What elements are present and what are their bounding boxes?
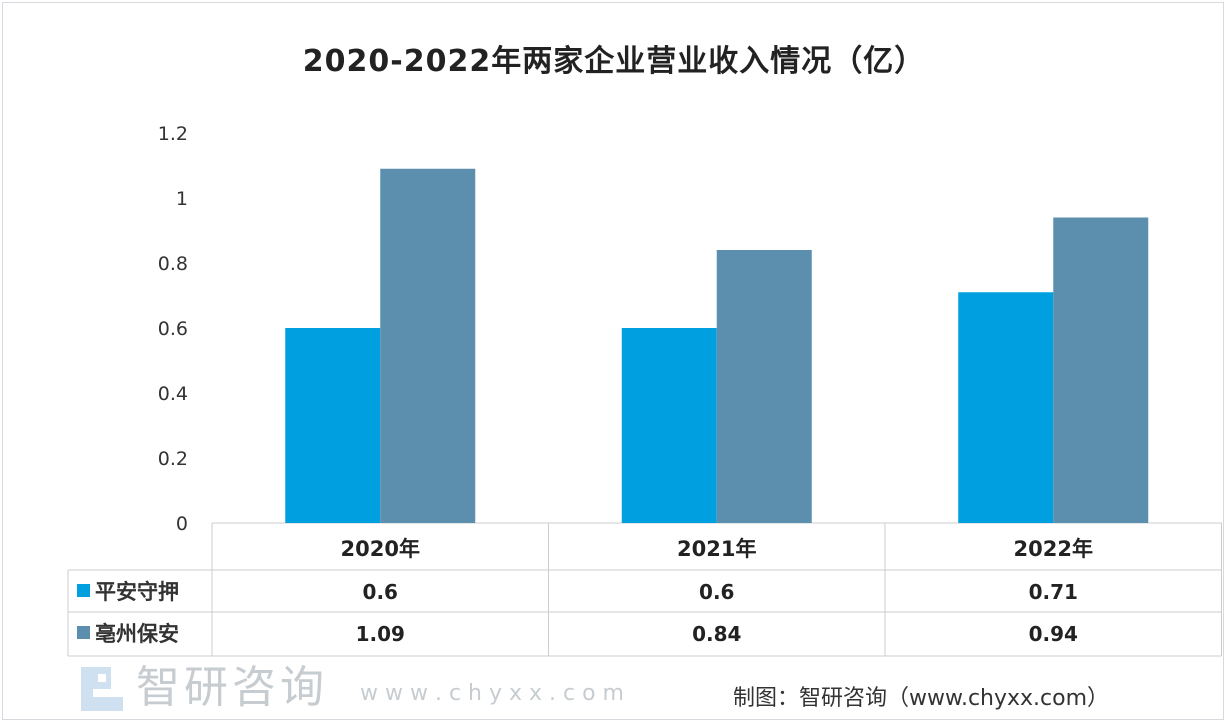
legend-swatch — [77, 584, 90, 597]
table-value: 0.6 — [363, 580, 398, 604]
watermark-name: 智研咨询 — [136, 662, 328, 713]
bar-1 — [958, 292, 1054, 523]
table-value: 0.6 — [699, 580, 734, 604]
y-tick-label: 1 — [176, 188, 188, 210]
y-tick-label: 0.8 — [158, 253, 188, 275]
chart-title: 2020-2022年两家企业营业收入情况（亿） — [302, 44, 926, 79]
x-category-label: 2022年 — [1014, 537, 1093, 561]
y-tick-label: 0.2 — [158, 448, 188, 470]
bar-2 — [1053, 217, 1149, 523]
bar-2 — [716, 250, 812, 523]
source-note: 制图：智研咨询（www.chyxx.com） — [733, 686, 1110, 711]
watermark-url: w w w . c h y x x . c o m — [360, 681, 624, 706]
table-value: 0.94 — [1029, 622, 1078, 646]
bar-2 — [380, 168, 476, 523]
legend-label: 平安守押 — [95, 580, 179, 604]
table-value: 0.71 — [1029, 580, 1078, 604]
x-category-label: 2021年 — [677, 537, 756, 561]
x-category-label: 2020年 — [341, 537, 420, 561]
legend-label: 亳州保安 — [95, 622, 179, 646]
table-value: 0.84 — [692, 622, 741, 646]
y-tick-label: 1.2 — [158, 123, 188, 145]
y-tick-label: 0.4 — [158, 383, 188, 405]
legend-swatch — [77, 626, 90, 639]
bar-1 — [285, 328, 381, 523]
y-tick-label: 0 — [176, 513, 188, 535]
y-tick-label: 0.6 — [158, 318, 188, 340]
table-value: 1.09 — [356, 622, 405, 646]
bar-1 — [621, 328, 717, 523]
watermark-logo-icon — [78, 664, 128, 714]
